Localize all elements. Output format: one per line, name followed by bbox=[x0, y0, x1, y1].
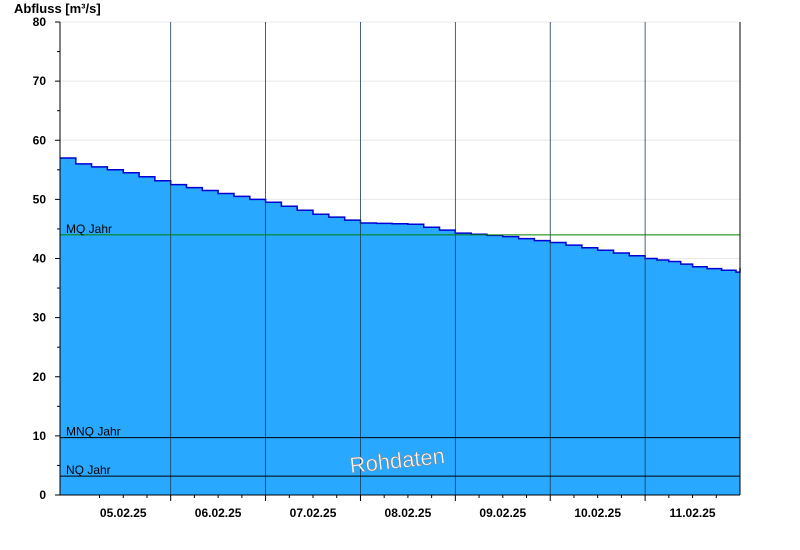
x-tick-label: 05.02.25 bbox=[100, 506, 147, 520]
x-tick-label: 07.02.25 bbox=[290, 506, 337, 520]
y-tick-label: 80 bbox=[33, 15, 47, 29]
y-tick-label: 0 bbox=[39, 488, 46, 502]
x-tick-label: 09.02.25 bbox=[479, 506, 526, 520]
x-tick-label: 06.02.25 bbox=[195, 506, 242, 520]
x-tick-label: 08.02.25 bbox=[385, 506, 432, 520]
y-tick-label: 60 bbox=[33, 133, 47, 147]
discharge-line bbox=[60, 157, 741, 273]
reference-line-label: NQ Jahr bbox=[66, 463, 111, 477]
discharge-area bbox=[60, 158, 740, 495]
x-tick-label: 11.02.25 bbox=[670, 506, 716, 520]
y-tick-label: 70 bbox=[33, 74, 47, 88]
y-tick-label: 40 bbox=[33, 252, 47, 266]
y-tick-label: 10 bbox=[33, 429, 47, 443]
y-axis-label: Abfluss [m³/s] bbox=[14, 1, 101, 16]
y-tick-label: 50 bbox=[33, 192, 47, 206]
reference-line-label: MQ Jahr bbox=[66, 222, 112, 236]
y-tick-label: 30 bbox=[33, 311, 47, 325]
reference-lines: MQ Jahr MNQ Jahr NQ Jahr bbox=[60, 222, 740, 477]
reference-line-label: MNQ Jahr bbox=[66, 425, 121, 439]
axes: 05.02.25 06.02.25 07.02.25 08.02.25 09.02.25… bbox=[33, 15, 741, 520]
y-tick-label: 20 bbox=[33, 370, 47, 384]
x-tick-label: 10.02.25 bbox=[574, 506, 621, 520]
day-separator-lines bbox=[170, 22, 646, 495]
